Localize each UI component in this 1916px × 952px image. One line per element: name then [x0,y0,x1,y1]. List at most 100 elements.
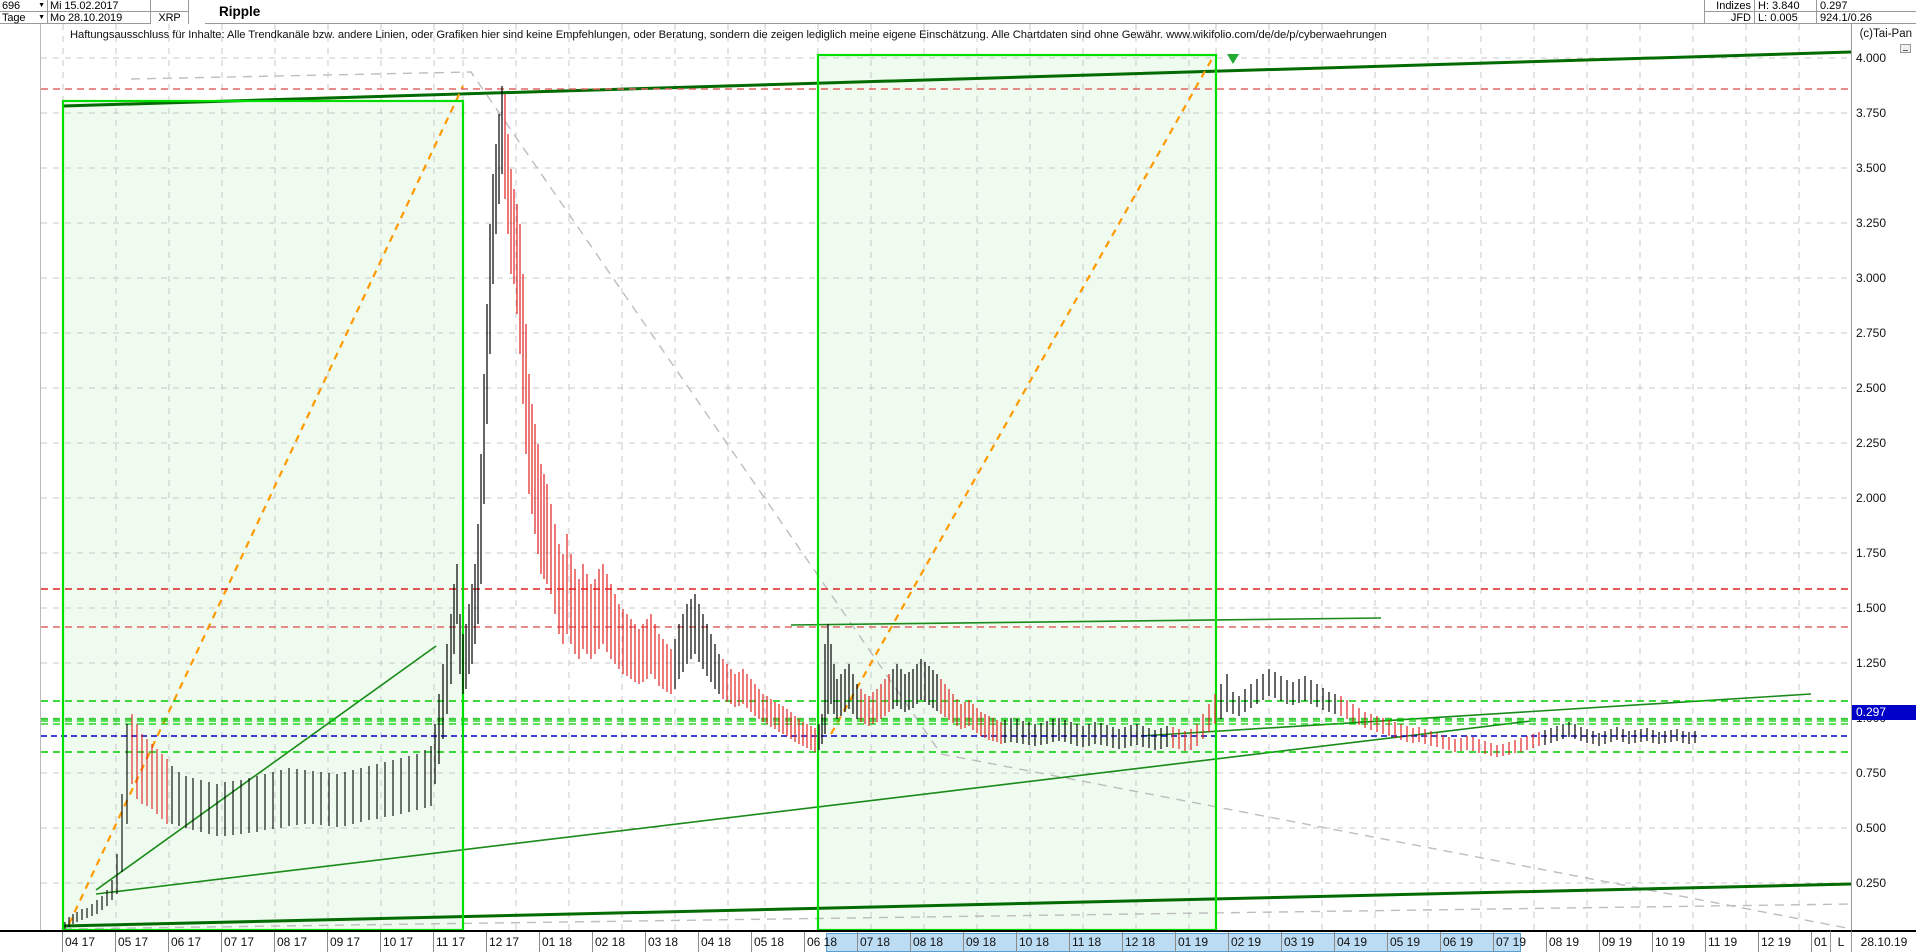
date-label-23: 03 19 [1284,935,1315,949]
toolbar-spacer [325,0,1704,24]
low-value: L: 0.005 [1754,12,1816,24]
volume-ratio-value: 924.1/0.26 [1816,12,1916,24]
price-tick-1250: 1.250 [1856,656,1887,670]
candles-2018-bounce [674,594,720,694]
candles-2017-base [64,724,128,929]
chart-plot-area[interactable] [40,24,1851,930]
date-label-24: 04 19 [1337,935,1368,949]
date-to-field[interactable]: Mo 28.10.2019 [48,12,151,24]
interior-trend-line-1 [95,720,1532,895]
symbol-cell-top [151,0,189,12]
date-label-22: 02 19 [1231,935,1262,949]
date-axis-flag[interactable]: L [1830,930,1851,952]
candles-jun2019-rally [1220,669,1336,719]
chevron-down-icon: ▼ [38,14,45,21]
candles-2018-crash [504,94,672,694]
date-label-1: 05 17 [118,935,149,949]
long-term-grey-support-line [130,71,1851,930]
price-tick-3750: 3.750 [1856,106,1887,120]
price-tick-2750: 2.750 [1856,326,1887,340]
pattern-zone-2-box[interactable] [816,53,1218,930]
candles-2017-correction [131,714,168,824]
disclaimer-text: Haftungsausschluss für Inhalte: Alle Tre… [70,29,1387,41]
page-title: Ripple [205,0,325,24]
interval-value: Tage [2,11,26,24]
candlestick-series [64,86,1696,929]
price-tick-1750: 1.750 [1856,546,1887,560]
symbol-ticker[interactable]: XRP [151,12,189,24]
date-label-7: 11 17 [436,935,466,949]
candles-2018-decline [722,659,816,752]
date-label-26: 06 19 [1443,935,1474,949]
date-label-13: 05 18 [754,935,785,949]
left-margin-strip [0,24,40,930]
date-label-9: 01 18 [542,935,573,949]
top-marker-triangle-icon [1227,54,1239,64]
date-label-29: 09 19 [1602,935,1633,949]
candles-nov2018 [892,659,938,712]
index-label: Indizes [1704,0,1754,12]
candles-2019-h1 [1004,718,1168,750]
candles-oct2018 [860,674,890,726]
channel-lower-line [62,882,1851,928]
horizontal-gridlines [41,57,1851,884]
axis-corner-left [0,930,40,952]
date-label-10: 02 18 [595,935,626,949]
price-tick-3000: 3.000 [1856,271,1887,285]
date-label-15: 07 18 [860,935,891,949]
date-label-14: 06 18 [807,935,838,949]
date-label-8: 12 17 [489,935,520,949]
minimize-icon[interactable] [1900,44,1911,53]
date-label-32: 12 19 [1761,935,1792,949]
date-label-18: 10 18 [1019,935,1050,949]
date-axis-current-date: 28.10.19 [1851,930,1916,952]
price-tick-1500: 1.500 [1856,601,1887,615]
price-tick-3250: 3.250 [1856,216,1887,230]
date-label-2: 06 17 [171,935,202,949]
top-toolbar: 696 ▼ Mi 15.02.2017 Tage ▼ Mo 28.10.2019… [0,0,1916,24]
candles-sep2018-spike [818,624,858,750]
date-label-3: 07 17 [224,935,255,949]
candles-2019-spring [1172,694,1216,751]
pattern-zone-1-fill [63,101,463,930]
pattern-zone-2-fill [818,55,1216,930]
candles-dec2017-rally [434,86,503,784]
quote-panel: Indizes H: 3.840 0.297 JFD L: 0.005 924.… [1704,0,1916,24]
interior-trend-line-4 [790,617,1382,626]
date-label-28: 08 19 [1549,935,1580,949]
candles-dec2018 [940,679,1002,744]
copyright-label: (c)Tai-Pan [1859,28,1912,40]
interior-trend-line-2 [95,645,437,891]
date-label-20: 12 18 [1125,935,1156,949]
date-label-6: 10 17 [383,935,414,949]
date-label-21: 01 19 [1178,935,1209,949]
chart-canvas [41,24,1851,930]
price-tick-0500: 0.500 [1856,821,1887,835]
candles-2019-h2-decline [1340,696,1540,757]
date-axis[interactable]: 04 17 05 17 06 17 07 17 08 17 09 17 10 1… [40,930,1851,952]
date-label-4: 08 17 [277,935,308,949]
date-label-12: 04 18 [701,935,732,949]
high-value: H: 3.840 [1754,0,1816,12]
interval-selector[interactable]: Tage ▼ [0,12,48,24]
date-label-16: 08 18 [913,935,944,949]
price-tick-3500: 3.500 [1856,161,1887,175]
date-label-11: 03 18 [648,935,679,949]
pattern-zone-1-box[interactable] [61,99,465,930]
date-label-17: 09 18 [966,935,997,949]
current-price-badge[interactable]: 0.297 [1852,705,1916,720]
toolbar-left-group: 696 ▼ Mi 15.02.2017 Tage ▼ Mo 28.10.2019… [0,0,205,24]
chevron-down-icon: ▼ [38,2,45,9]
date-label-19: 11 18 [1072,935,1102,949]
data-source-label: JFD [1704,12,1754,24]
price-tick-0250: 0.250 [1856,876,1887,890]
date-from-field[interactable]: Mi 15.02.2017 [48,0,151,12]
grey-lower-support-line [62,903,1851,930]
candles-oct2019 [1544,722,1696,746]
price-axis[interactable]: 4.000 3.750 3.500 3.250 3.000 2.750 2.50… [1851,24,1916,930]
date-label-0: 04 17 [65,935,96,949]
bars-count-selector[interactable]: 696 ▼ [0,0,48,12]
price-tick-0750: 0.750 [1856,766,1887,780]
channel-upper-line [62,50,1851,108]
